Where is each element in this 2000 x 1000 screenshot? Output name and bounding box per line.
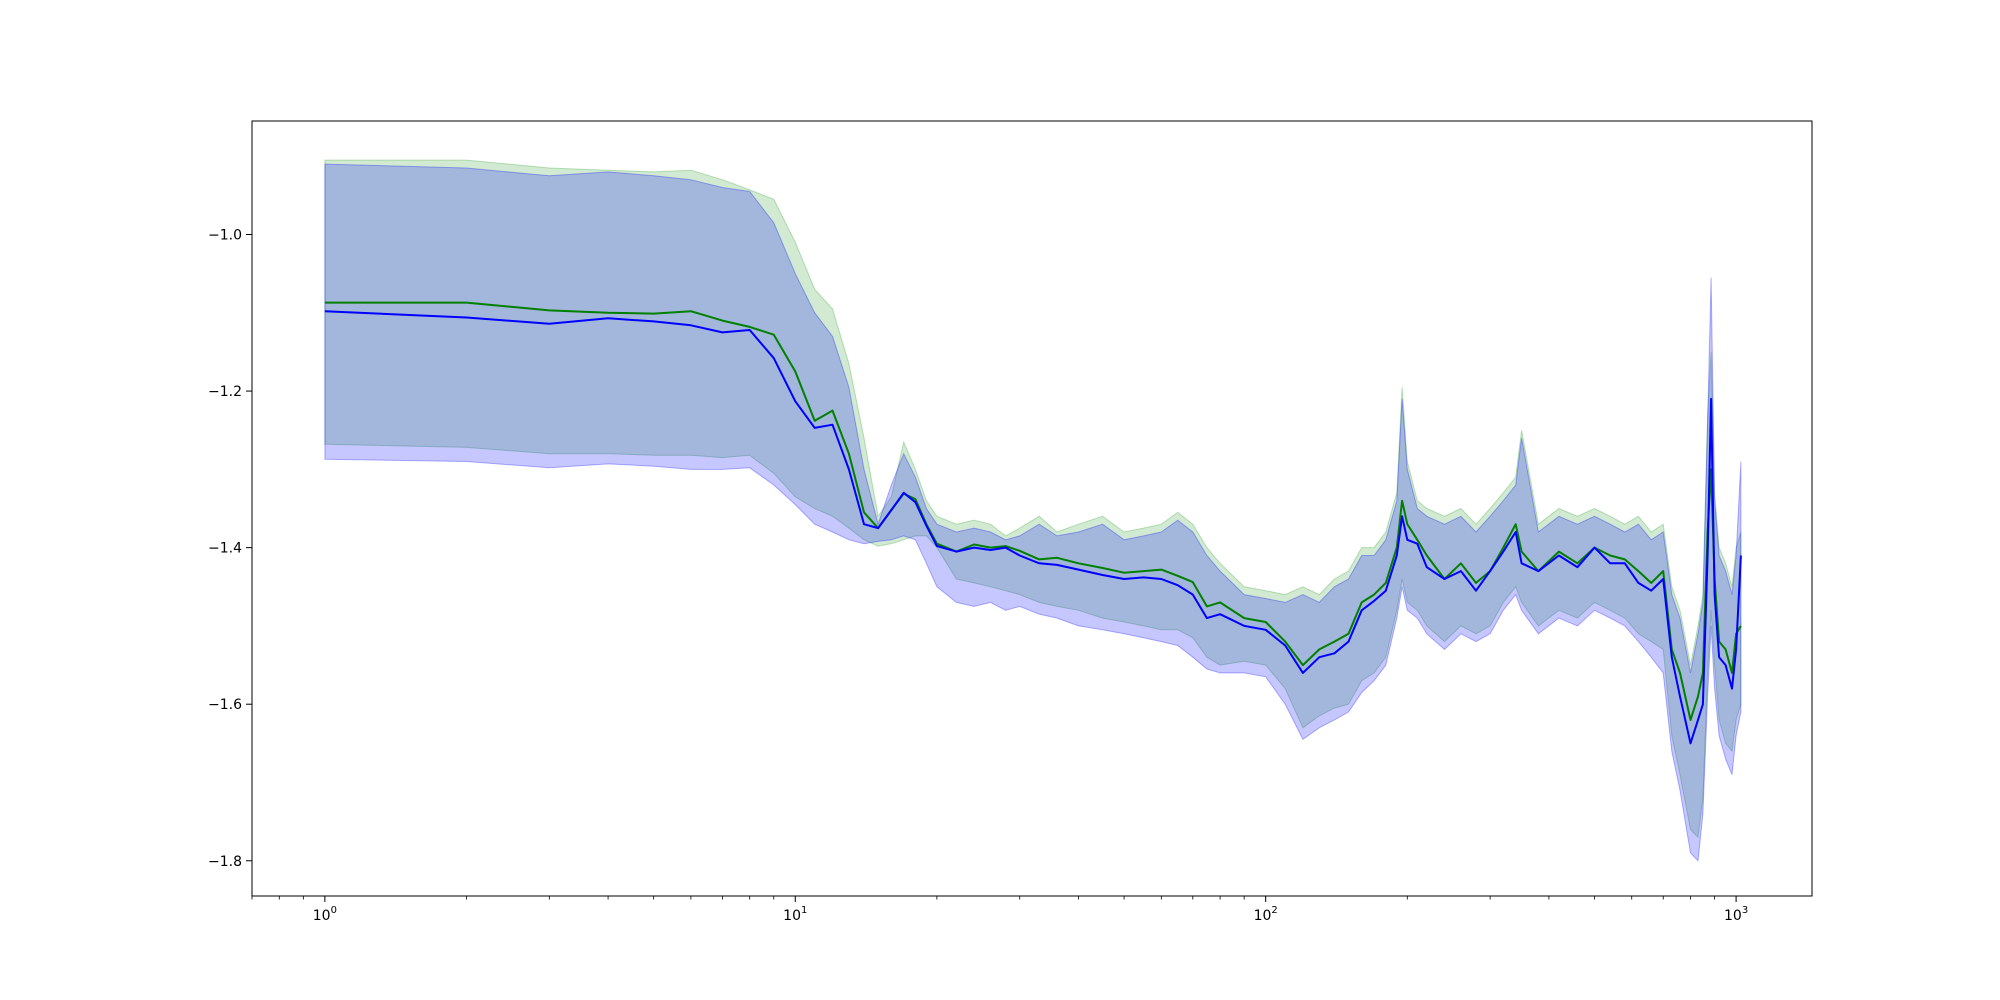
- confidence-band-2: [324, 163, 1742, 862]
- y-tick-label: −1.6: [208, 697, 242, 713]
- y-axis: −1.0 −1.2 −1.4 −1.6 −1.8: [208, 228, 252, 870]
- confidence-bands: [324, 159, 1742, 862]
- y-tick-label: −1.2: [208, 384, 242, 400]
- series-line-2: [324, 310, 1742, 745]
- x-axis: 100 101 102 103: [251, 896, 1748, 924]
- x-tick-label: 102: [1254, 905, 1278, 924]
- y-tick-label: −1.8: [208, 854, 242, 870]
- x-tick-label: 103: [1724, 905, 1748, 924]
- x-tick-label: 100: [313, 905, 337, 924]
- series-lines: [324, 301, 1742, 745]
- x-tick-label: 101: [783, 905, 807, 924]
- confidence-band-1: [324, 159, 1742, 839]
- y-tick-label: −1.4: [208, 541, 242, 557]
- plot-frame: [251, 120, 1813, 897]
- series-line-1: [324, 301, 1742, 721]
- y-tick-label: −1.0: [208, 228, 242, 244]
